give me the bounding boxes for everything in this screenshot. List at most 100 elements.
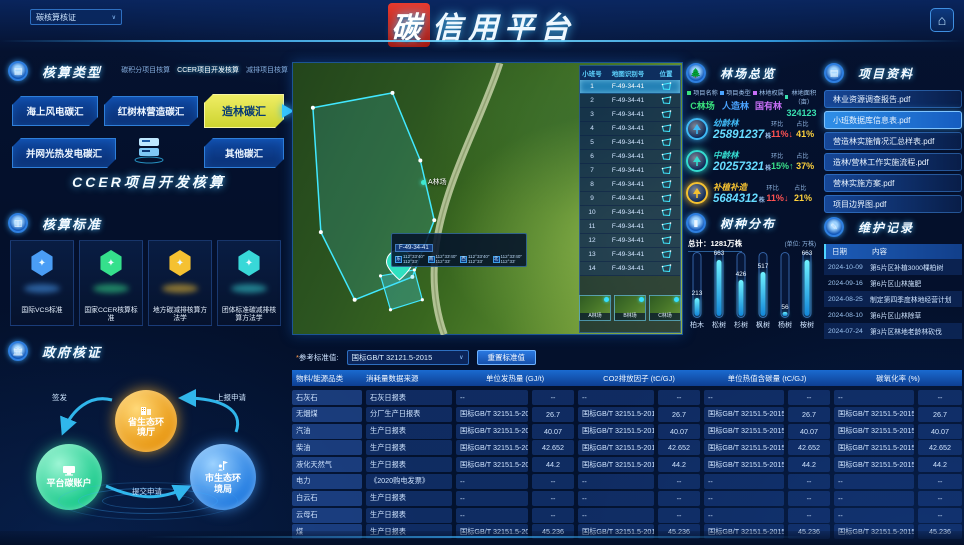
co2-standard-select[interactable]: -- bbox=[578, 490, 654, 506]
document-file-item[interactable]: 营林实施方案.pdf bbox=[824, 174, 962, 192]
trend-arrow-icon: ↓ bbox=[783, 193, 789, 203]
oxidation-standard-select[interactable]: -- bbox=[834, 507, 914, 523]
bar-fill bbox=[782, 311, 788, 316]
co2-standard-select[interactable]: -- bbox=[578, 507, 654, 523]
plot-no: 3 bbox=[590, 111, 594, 118]
carbon-standard-select[interactable]: 国标GB/T 32151.5-2015...∨ bbox=[704, 406, 784, 422]
node-provincial-environment-dept[interactable]: 省生态环境厅 bbox=[115, 390, 177, 452]
coordinate-group: 北 112°33′40″ 112°33′ bbox=[492, 254, 524, 264]
type-button-offshore-wind[interactable]: 海上风电碳汇 bbox=[12, 96, 98, 126]
map-canvas[interactable]: A林场 F-49-34-41 东 112°33′40″ 112°33′ 南 112… bbox=[292, 62, 683, 335]
standard-card[interactable]: ✦ 国家CCER核算标准 bbox=[79, 240, 143, 326]
species-chart-title: 树种分布 bbox=[714, 214, 790, 233]
heat-standard-select[interactable]: -- bbox=[456, 490, 528, 506]
source-cell: 生产日报表 bbox=[366, 457, 452, 473]
map-area-marker-label: A林场 bbox=[428, 179, 447, 186]
heat-standard-select[interactable]: -- bbox=[456, 390, 528, 405]
co2-standard-select[interactable]: 国标GB/T 32151.5-2015...∨ bbox=[578, 406, 654, 422]
co2-standard-select[interactable]: 国标GB/T 32151.5-2015... bbox=[578, 457, 654, 473]
heat-standard-select[interactable]: 国标GB/T 32151.5-2015... bbox=[456, 423, 528, 439]
carbon-standard-select[interactable]: 国标GB/T 32151.5-2015... bbox=[704, 423, 784, 439]
oxidation-standard-select[interactable]: -- bbox=[834, 390, 914, 405]
oxidation-standard-select[interactable]: 国标GB/T 32151.5-2015...∨ bbox=[834, 406, 914, 422]
coordinate-lines: 112°33′40″ 112°33′ bbox=[403, 254, 425, 264]
document-file-item[interactable]: 林业资源调查报告.pdf bbox=[824, 90, 962, 108]
plot-position-cell bbox=[652, 138, 680, 147]
plot-position-cell bbox=[652, 96, 680, 105]
farm-thumbnail[interactable]: C林场 bbox=[649, 295, 681, 321]
oxidation-standard-select[interactable]: 国标GB/T 32151.5-2015... bbox=[834, 423, 914, 439]
plot-list-row[interactable]: 9 F-49-34-41 bbox=[580, 192, 680, 206]
plot-map-id: F-49-34-41 bbox=[611, 181, 645, 188]
plot-list-row[interactable]: 8 F-49-34-41 bbox=[580, 178, 680, 192]
stat-main: 中龄林 20257321株 bbox=[713, 149, 771, 173]
oxidation-standard-select[interactable]: 国标GB/T 32151.5-2015... bbox=[834, 457, 914, 473]
co2-standard-select[interactable]: 国标GB/T 32151.5-2015... bbox=[578, 423, 654, 439]
oxidation-standard-select[interactable]: -- bbox=[834, 490, 914, 506]
type-button-mangrove[interactable]: 红树林营造碳汇 bbox=[104, 96, 198, 126]
farm-thumbnail[interactable]: A林场 bbox=[579, 295, 611, 321]
co2-standard-select[interactable]: 国标GB/T 32151.5-2015... bbox=[578, 440, 654, 456]
plot-list-row[interactable]: 7 F-49-34-41 bbox=[580, 164, 680, 178]
plot-list-row[interactable]: 3 F-49-34-41 bbox=[580, 108, 680, 122]
plot-list-row[interactable]: 4 F-49-34-41 bbox=[580, 122, 680, 136]
co2-standard-select[interactable]: -- bbox=[578, 390, 654, 405]
carbon-standard-select[interactable]: -- bbox=[704, 490, 784, 506]
farm-info-value: 国有林 bbox=[754, 101, 782, 111]
carbon-standard-select[interactable]: -- bbox=[704, 390, 784, 405]
document-file-item[interactable]: 造林/营林工作实施流程.pdf bbox=[824, 153, 962, 171]
plot-list-row[interactable]: 6 F-49-34-41 bbox=[580, 150, 680, 164]
carbon-standard-select[interactable]: -- bbox=[704, 507, 784, 523]
plot-position-cell bbox=[652, 208, 680, 217]
ccer-project-label[interactable]: CCER项目开发核算 bbox=[72, 174, 226, 190]
reset-standard-button[interactable]: 重置标准值 bbox=[476, 350, 537, 365]
oxidation-standard-select[interactable]: 国标GB/T 32151.5-2015... bbox=[834, 440, 914, 456]
type-button-label: 其他碳汇 bbox=[224, 149, 263, 160]
plot-list-row[interactable]: 14 F-49-34-41 bbox=[580, 262, 680, 276]
title-rest: 信用平台 bbox=[432, 12, 576, 45]
type-button-afforestation[interactable]: 造林碳汇 bbox=[204, 94, 284, 128]
type-button-other[interactable]: 其他碳汇 bbox=[204, 138, 284, 168]
document-file-item[interactable]: 小班数据库信息表.pdf bbox=[824, 111, 962, 129]
plot-list-row[interactable]: 5 F-49-34-41 bbox=[580, 136, 680, 150]
plot-list-row[interactable]: 10 F-49-34-41 bbox=[580, 206, 680, 220]
accounting-tab[interactable]: 碳积分项目核算 bbox=[121, 67, 171, 74]
heat-standard-select[interactable]: -- bbox=[456, 473, 528, 489]
accounting-tab[interactable]: 减排项目核算 bbox=[246, 67, 288, 74]
heat-standard-select[interactable]: 国标GB/T 32151.5-2015...∨ bbox=[456, 406, 528, 422]
panel-gov-cert: 🏛 政府核证 签发 上报申请 提交申请 省生态环境厅 平台碳账户 市生态环境局 bbox=[8, 340, 290, 540]
plot-list-panel: 小班号 地图识别号 位置 1 F-49-34-41 2 F-49-34-41 bbox=[579, 65, 681, 333]
plot-list-row[interactable]: 2 F-49-34-41 bbox=[580, 94, 680, 108]
gov-cert-header: 🏛 政府核证 bbox=[8, 340, 290, 362]
home-button[interactable]: ⌂ bbox=[930, 8, 954, 32]
carbon-standard-select[interactable]: 国标GB/T 32151.5-2015... bbox=[704, 457, 784, 473]
carbon-standard-select[interactable]: -- bbox=[704, 473, 784, 489]
accounting-tab[interactable]: CCER项目开发核算 bbox=[177, 67, 239, 74]
standard-card[interactable]: ✦ 团体标准碳减排核算方法学 bbox=[217, 240, 281, 326]
carbon-standard-select[interactable]: 国标GB/T 32151.5-2015... bbox=[704, 440, 784, 456]
standard-card[interactable]: ✦ 国际VCS标准 bbox=[10, 240, 74, 326]
ref-standard-select[interactable]: 国标GB/T 32121.5-2015 ∨ bbox=[346, 350, 469, 365]
source-cell: 生产日报表 bbox=[366, 507, 452, 523]
type-button-csp[interactable]: 并网光热发电碳汇 bbox=[12, 138, 116, 168]
co2-standard-select[interactable]: -- bbox=[578, 473, 654, 489]
standard-card[interactable]: ✦ 地方碳减排核算方法学 bbox=[148, 240, 212, 326]
oxidation-standard-select[interactable]: -- bbox=[834, 473, 914, 489]
heat-standard-select[interactable]: -- bbox=[456, 507, 528, 523]
farm-thumbnail[interactable]: B林场 bbox=[614, 295, 646, 321]
document-file-item[interactable]: 项目边界图.pdf bbox=[824, 195, 962, 213]
heat-standard-select[interactable]: 国标GB/T 32151.5-2015... bbox=[456, 457, 528, 473]
bar-fill bbox=[738, 279, 744, 316]
nav-select[interactable]: 碳核算核证 ∨ bbox=[30, 9, 122, 25]
emission-controls: *参考标准值: 国标GB/T 32121.5-2015 ∨ 重置标准值 bbox=[296, 350, 537, 365]
reset-button-label: 重置标准值 bbox=[487, 353, 526, 362]
panel-documents: ▤ 项目资料 林业资源调查报告.pdf 小班数据库信息表.pdf 营造林实施情况汇总… bbox=[824, 62, 962, 214]
heat-standard-select[interactable]: 国标GB/T 32151.5-2015... bbox=[456, 440, 528, 456]
plot-list-row[interactable]: 12 F-49-34-41 bbox=[580, 234, 680, 248]
bar-value: 663 bbox=[801, 250, 813, 258]
document-file-item[interactable]: 营造林实施情况汇总样表.pdf bbox=[824, 132, 962, 150]
page-title: 碳信用平台 bbox=[0, 3, 964, 47]
plot-list-row[interactable]: 13 F-49-34-41 bbox=[580, 248, 680, 262]
plot-list-row[interactable]: 1 F-49-34-41 bbox=[580, 80, 680, 94]
plot-list-row[interactable]: 11 F-49-34-41 bbox=[580, 220, 680, 234]
